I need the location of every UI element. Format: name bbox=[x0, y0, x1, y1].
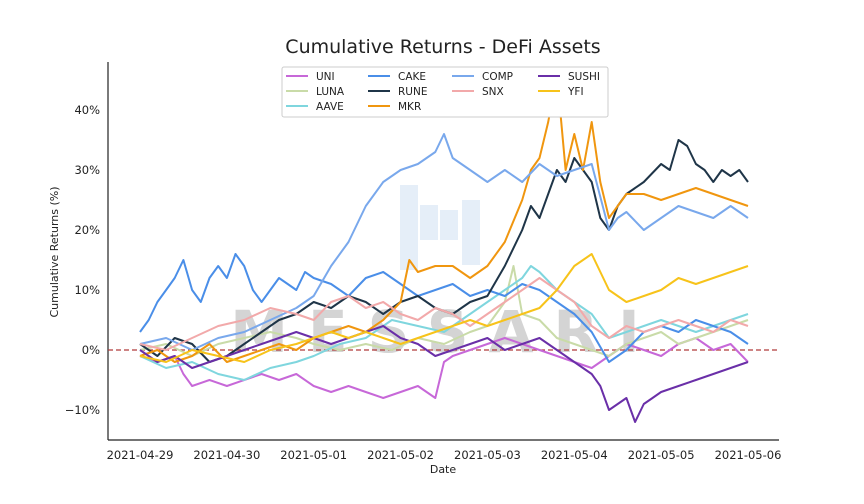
y-tick-label: 0% bbox=[82, 343, 100, 357]
axes: −10% 0% 10% 20% 30% 40% 2021-04-29 2021-04-30 20… bbox=[65, 62, 782, 462]
watermark-logo-bar bbox=[420, 205, 438, 240]
legend-label-yfi: YFI bbox=[567, 86, 584, 98]
series-line-snx bbox=[139, 277, 749, 351]
x-axis-label: Date bbox=[430, 463, 457, 476]
legend-label-mkr: MKR bbox=[398, 101, 421, 113]
series-line-yfi bbox=[139, 253, 749, 363]
x-tick-label: 2021-04-30 bbox=[193, 448, 260, 462]
series-line-sushi bbox=[139, 325, 749, 423]
x-tick-label: 2021-05-04 bbox=[541, 448, 608, 462]
series-line-aave bbox=[139, 265, 749, 381]
y-tick-label: 20% bbox=[74, 223, 100, 237]
y-axis-label: Cumulative Returns (%) bbox=[48, 186, 61, 317]
legend-label-uni: UNI bbox=[316, 71, 335, 83]
y-tick-label: 30% bbox=[74, 163, 100, 177]
legend-box bbox=[281, 66, 609, 118]
watermark-logo-bar bbox=[462, 200, 480, 265]
legend-label-comp: COMP bbox=[482, 71, 513, 83]
x-tick-label: 2021-05-03 bbox=[454, 448, 521, 462]
x-tick-label: 2021-05-02 bbox=[367, 448, 434, 462]
legend: UNI LUNA AAVE CAKE RUNE MKR COMP SNX SUSHI YFI bbox=[281, 66, 609, 118]
x-tick-label: 2021-05-05 bbox=[628, 448, 695, 462]
series-line-cake bbox=[139, 253, 749, 363]
x-tick-label: 2021-04-29 bbox=[107, 448, 174, 462]
legend-label-snx: SNX bbox=[482, 86, 504, 98]
y-tick-label: 40% bbox=[74, 103, 100, 117]
y-tick-label: −10% bbox=[65, 403, 100, 417]
legend-label-cake: CAKE bbox=[398, 71, 426, 83]
legend-label-aave: AAVE bbox=[316, 101, 344, 113]
legend-label-sushi: SUSHI bbox=[568, 71, 600, 83]
watermark-logo-bar bbox=[440, 210, 458, 240]
series-line-mkr bbox=[139, 73, 749, 363]
x-tick-label: 2021-05-01 bbox=[280, 448, 347, 462]
y-tick-label: 10% bbox=[74, 283, 100, 297]
series-line-rune bbox=[139, 139, 749, 363]
watermark-logo-bar bbox=[400, 185, 418, 270]
legend-label-luna: LUNA bbox=[316, 86, 345, 98]
legend-label-rune: RUNE bbox=[398, 86, 427, 98]
series-line-uni bbox=[139, 337, 749, 399]
x-tick-label: 2021-05-06 bbox=[715, 448, 782, 462]
series-lines bbox=[139, 73, 749, 423]
chart-title: Cumulative Returns - DeFi Assets bbox=[285, 36, 600, 58]
